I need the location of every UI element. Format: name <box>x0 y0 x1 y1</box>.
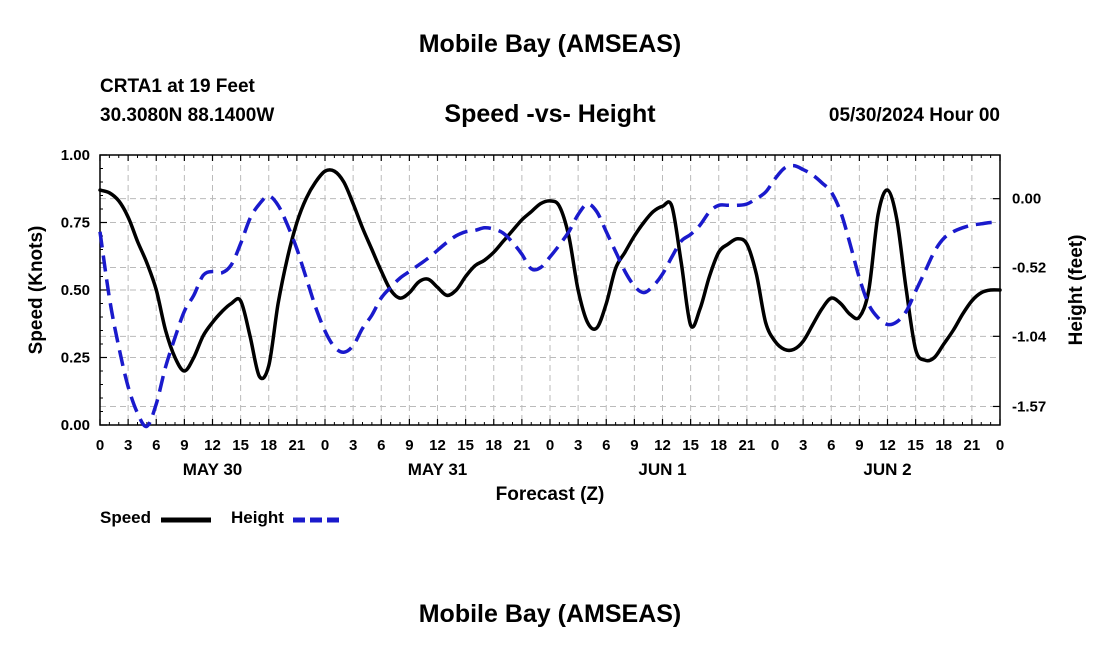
x-tick-label: 12 <box>654 437 671 454</box>
x-tick-label: 0 <box>771 437 779 454</box>
y2-tick-label: -1.04 <box>1012 328 1047 345</box>
day-label: MAY 31 <box>408 460 468 479</box>
forecast-datetime: 05/30/2024 Hour 00 <box>828 105 1000 126</box>
x-tick-label: 18 <box>485 437 502 454</box>
x-tick-label: 12 <box>429 437 446 454</box>
y-tick-label: 1.00 <box>61 147 90 164</box>
day-label: JUN 1 <box>638 460 686 479</box>
x-tick-label: 9 <box>405 437 413 454</box>
x-tick-label: 21 <box>289 437 306 454</box>
x-tick-label: 6 <box>377 437 385 454</box>
axis-ticks <box>99 154 1001 426</box>
y-tick-label: 0.75 <box>61 215 90 232</box>
x-tick-label: 0 <box>96 437 104 454</box>
x-tick-label: 3 <box>124 437 132 454</box>
bottom-repeated-title: Mobile Bay (AMSEAS) <box>418 600 682 628</box>
x-tick-label: 3 <box>799 437 807 454</box>
x-tick-label: 0 <box>996 437 1004 454</box>
y2-tick-label: -1.57 <box>1012 398 1046 415</box>
x-tick-label: 21 <box>964 437 981 454</box>
x-tick-label: 9 <box>630 437 638 454</box>
y-tick-label: 0.00 <box>61 417 90 434</box>
x-tick-label: 18 <box>260 437 277 454</box>
y2-tick-label: -0.52 <box>1012 260 1046 277</box>
x-tick-label: 21 <box>739 437 756 454</box>
y-tick-label: 0.25 <box>61 350 90 367</box>
x-tick-label: 9 <box>180 437 188 454</box>
station-label: CRTA1 at 19 Feet <box>100 76 255 97</box>
x-tick-label: 18 <box>935 437 952 454</box>
station-coordinates: 30.3080N 88.1400W <box>100 105 275 126</box>
y2-tick-label: 0.00 <box>1012 191 1041 208</box>
x-tick-label: 6 <box>152 437 160 454</box>
y-tick-label: 0.50 <box>61 282 90 299</box>
height-series-line <box>98 163 1001 429</box>
x-tick-label: 0 <box>321 437 329 454</box>
x-tick-label: 3 <box>349 437 357 454</box>
legend-speed-label: Speed <box>100 508 152 527</box>
speed-series-line <box>98 168 1002 381</box>
x-tick-label: 3 <box>574 437 582 454</box>
legend-height-label: Height <box>231 508 284 527</box>
x-tick-label: 21 <box>514 437 531 454</box>
x-tick-label: 12 <box>879 437 896 454</box>
x-tick-label: 18 <box>710 437 727 454</box>
day-label: JUN 2 <box>863 460 911 479</box>
chart-subtitle: Speed -vs- Height <box>444 100 656 128</box>
x-tick-label: 15 <box>457 437 474 454</box>
day-label: MAY 30 <box>183 460 243 479</box>
x-tick-label: 12 <box>204 437 221 454</box>
x-tick-label: 0 <box>546 437 554 454</box>
x-tick-label: 6 <box>602 437 610 454</box>
x-tick-label: 15 <box>907 437 924 454</box>
x-tick-label: 15 <box>682 437 699 454</box>
x-tick-label: 6 <box>827 437 835 454</box>
y2-axis-label: Height (feet) <box>1066 235 1087 346</box>
x-tick-label: 9 <box>855 437 863 454</box>
chart-series <box>98 163 1002 429</box>
y-axis-label: Speed (Knots) <box>26 226 47 355</box>
x-tick-label: 15 <box>232 437 249 454</box>
chart-main-title: Mobile Bay (AMSEAS) <box>418 30 682 58</box>
x-axis-label: Forecast (Z) <box>496 484 605 505</box>
axis-tick-labels: 0 3 6 9 12 15 18 21 0 3 6 9 12 15 18 21 0 3 6 9 12 15 18 21 0 3 6 9… <box>61 147 1047 479</box>
